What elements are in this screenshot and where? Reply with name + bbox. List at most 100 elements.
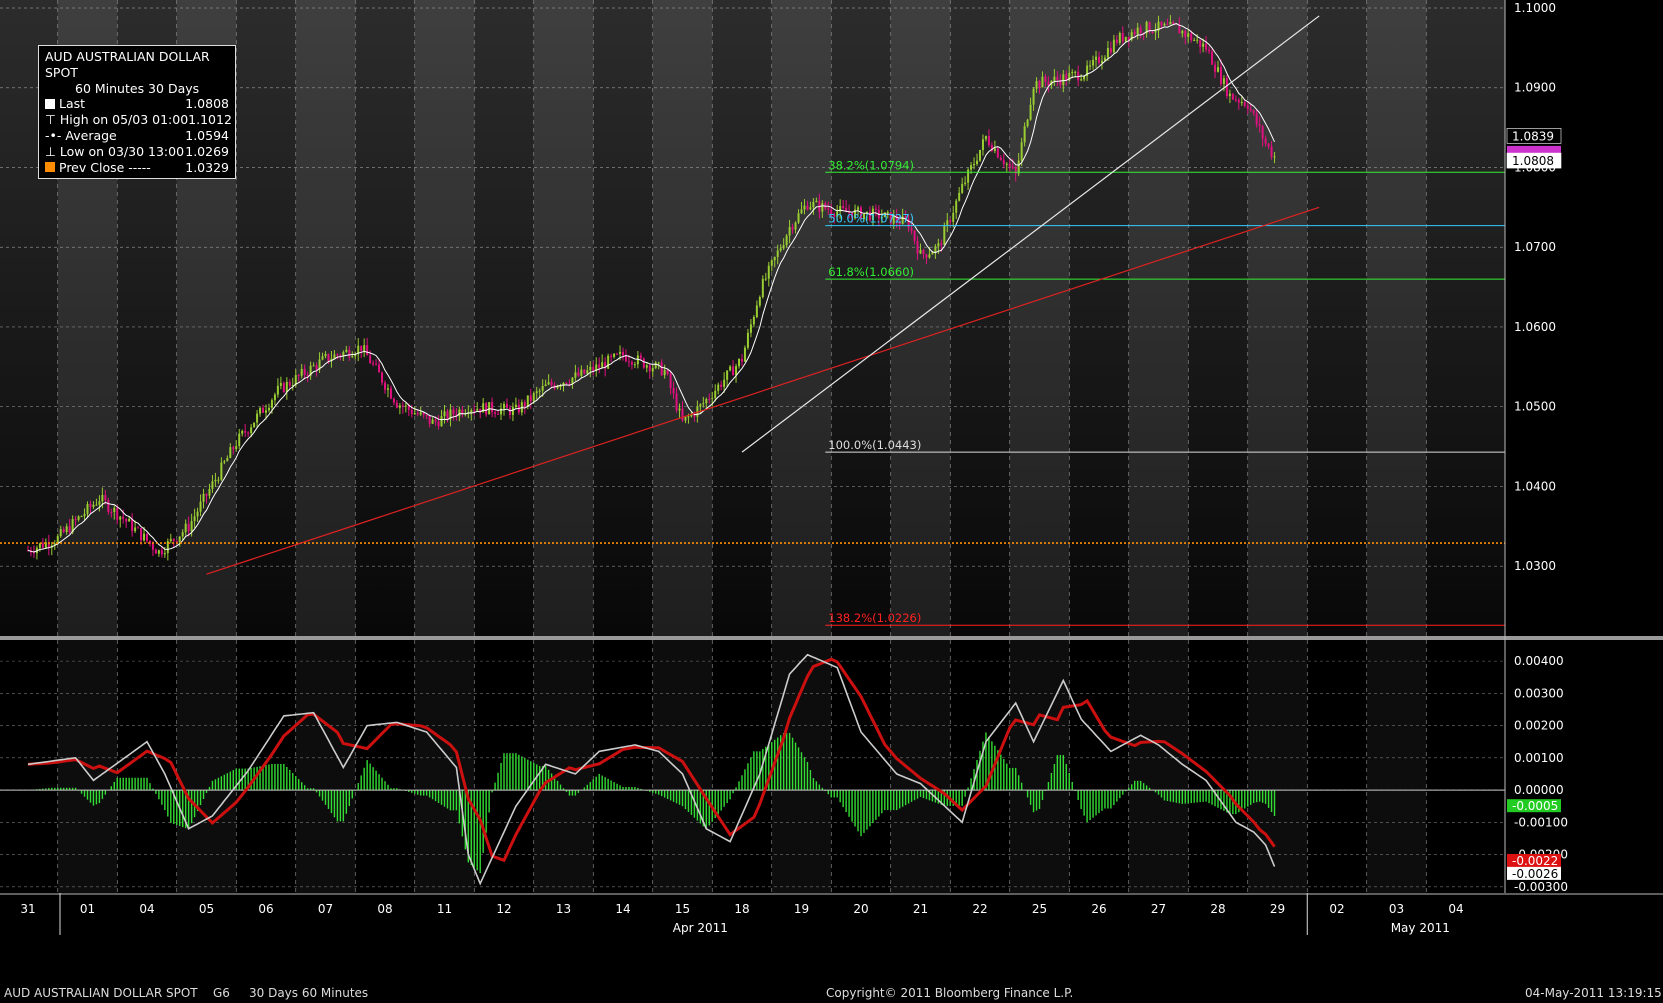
candle-body bbox=[363, 345, 366, 352]
candle-body bbox=[229, 447, 232, 458]
candle-body bbox=[761, 278, 764, 298]
candle-body bbox=[1041, 76, 1044, 88]
candle-body bbox=[422, 412, 425, 415]
candle-body bbox=[369, 355, 372, 364]
candle-body bbox=[217, 479, 220, 481]
magenta-marker bbox=[1507, 145, 1561, 154]
candle-body bbox=[639, 355, 642, 359]
candle-body bbox=[1258, 124, 1261, 127]
date-tick-label: 05 bbox=[199, 902, 214, 916]
candle-body bbox=[654, 362, 657, 369]
candle-body bbox=[452, 409, 455, 415]
candle-body bbox=[764, 278, 767, 280]
candle-body bbox=[702, 403, 705, 405]
candle-body bbox=[1163, 23, 1166, 26]
date-tick-label: 07 bbox=[318, 902, 333, 916]
candle-body bbox=[651, 368, 654, 372]
candle-body bbox=[488, 402, 491, 415]
candle-body bbox=[904, 216, 907, 220]
candle-body bbox=[1074, 71, 1077, 73]
candle-body bbox=[485, 403, 488, 415]
candle-body bbox=[95, 504, 98, 506]
candle-body bbox=[279, 383, 282, 386]
legend-low-value: 1.0269 bbox=[185, 143, 229, 159]
candle-body bbox=[1017, 160, 1020, 174]
pane-divider bbox=[0, 636, 1663, 640]
candle-body bbox=[154, 549, 157, 554]
candle-body bbox=[669, 374, 672, 388]
candle-body bbox=[752, 317, 755, 325]
footer-g6: G6 bbox=[213, 986, 230, 1000]
candle-body bbox=[630, 361, 633, 365]
candle-body bbox=[1160, 21, 1163, 26]
candle-body bbox=[672, 387, 675, 394]
candle-body bbox=[467, 413, 470, 415]
candle-body bbox=[98, 501, 101, 505]
candle-body bbox=[586, 370, 589, 374]
legend-average-value: 1.0594 bbox=[185, 127, 229, 143]
candle-body bbox=[738, 359, 741, 367]
candle-body bbox=[384, 382, 386, 390]
candle-body bbox=[976, 160, 979, 164]
candle-body bbox=[592, 366, 595, 371]
date-tick-label: 22 bbox=[972, 902, 987, 916]
candle-body bbox=[366, 345, 369, 356]
candle-body bbox=[571, 377, 574, 384]
candle-body bbox=[1124, 36, 1127, 42]
candle-body bbox=[663, 369, 666, 376]
candle-body bbox=[378, 364, 381, 373]
candle-body bbox=[648, 365, 651, 372]
date-tick-label: 27 bbox=[1151, 902, 1166, 916]
candle-body bbox=[461, 409, 464, 415]
candle-body bbox=[482, 403, 485, 413]
candle-body bbox=[1121, 33, 1124, 42]
candle-body bbox=[116, 507, 119, 520]
candle-body bbox=[1178, 24, 1181, 34]
candle-body bbox=[273, 394, 276, 401]
candle-body bbox=[815, 200, 818, 202]
candle-body bbox=[419, 412, 422, 415]
candle-body bbox=[187, 523, 190, 532]
candle-body bbox=[952, 212, 955, 222]
legend-high-value: 1.1012 bbox=[188, 112, 232, 128]
candle-body bbox=[238, 433, 241, 447]
candle-body bbox=[547, 382, 550, 385]
candle-body bbox=[800, 209, 803, 214]
candle-body bbox=[616, 353, 619, 355]
candle-body bbox=[684, 416, 687, 421]
candle-body bbox=[776, 250, 779, 257]
candle-body bbox=[327, 353, 330, 362]
candle-body bbox=[1240, 102, 1243, 104]
candle-body bbox=[428, 416, 431, 424]
macd-line bbox=[27, 653, 1276, 886]
candle-body bbox=[556, 386, 559, 389]
candle-body bbox=[741, 359, 743, 362]
candle-body bbox=[1205, 43, 1208, 50]
candle-body bbox=[500, 408, 503, 415]
candle-body bbox=[717, 384, 720, 391]
candle-body bbox=[514, 404, 517, 408]
candle-body bbox=[964, 182, 967, 184]
candle-body bbox=[687, 416, 690, 418]
candle-body bbox=[598, 364, 601, 368]
last-price-tag: 1.0808 bbox=[1512, 154, 1554, 168]
day-band bbox=[1128, 640, 1189, 893]
fib-label: 38.2%(1.0794) bbox=[828, 158, 914, 172]
candle-body bbox=[508, 407, 511, 415]
candle-body bbox=[300, 368, 303, 376]
candle-body bbox=[720, 384, 723, 387]
candle-body bbox=[1029, 104, 1032, 120]
candle-body bbox=[1172, 21, 1175, 24]
candle-body bbox=[836, 211, 839, 217]
candle-body bbox=[678, 408, 681, 411]
date-tick-label: 15 bbox=[675, 902, 690, 916]
candle-body bbox=[389, 388, 392, 399]
moving-average-line bbox=[27, 23, 1275, 553]
candle-body bbox=[541, 385, 544, 391]
candle-body bbox=[1106, 48, 1109, 58]
candle-body bbox=[104, 494, 107, 501]
candle-body bbox=[455, 414, 458, 417]
candle-body bbox=[401, 405, 404, 407]
candle-body bbox=[996, 148, 999, 158]
